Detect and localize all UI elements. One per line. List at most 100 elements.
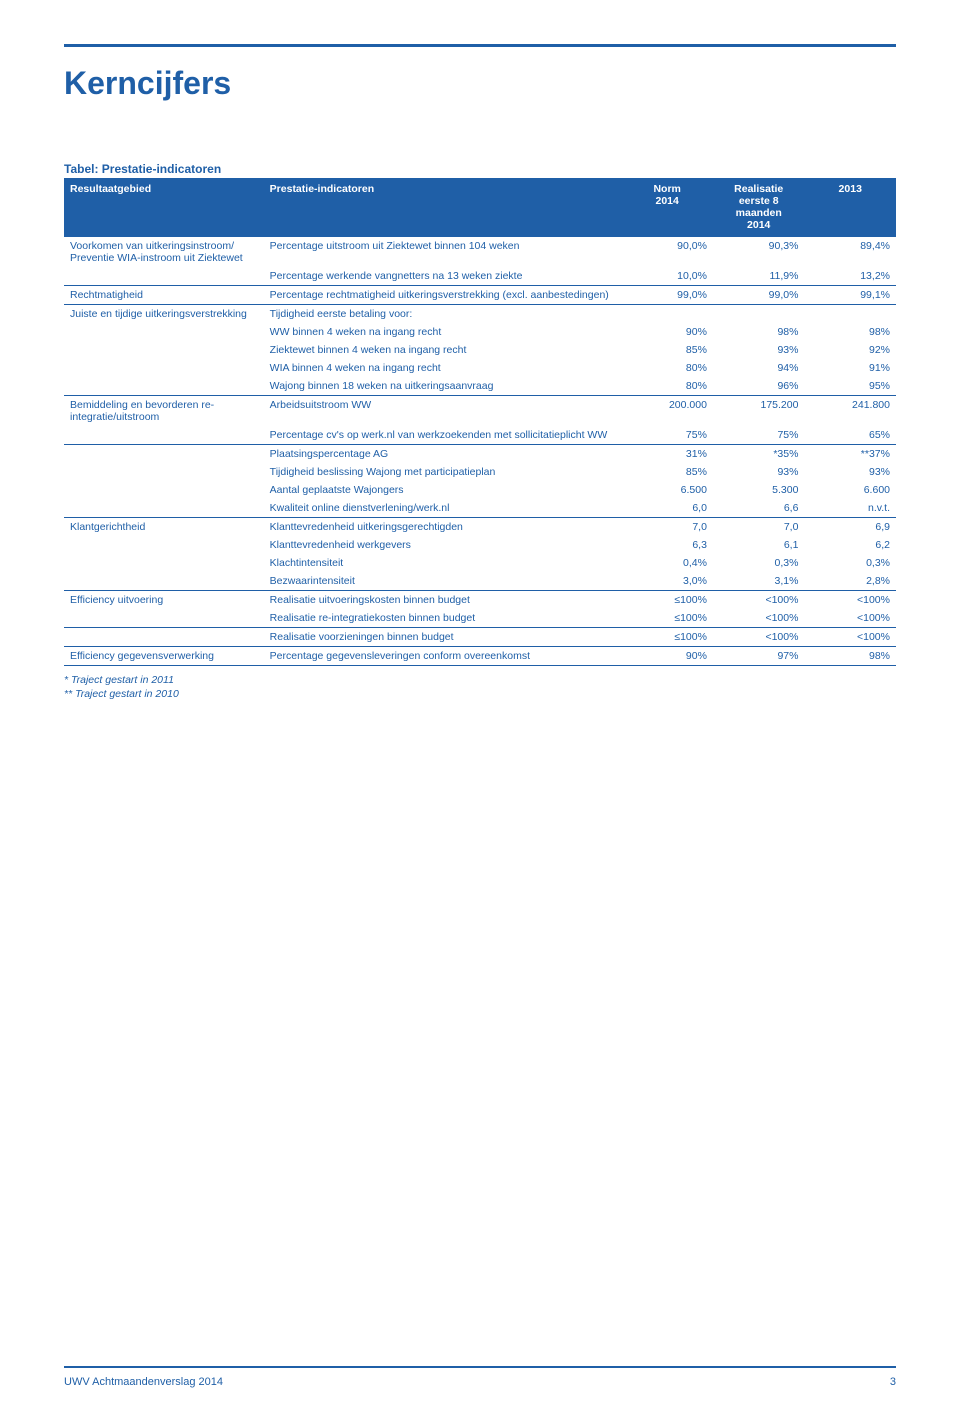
cell-real: 90,3% [713,237,805,268]
table-row: Bezwaarintensiteit3,0%3,1%2,8% [64,572,896,591]
footnotes: * Traject gestart in 2011 ** Traject ges… [64,674,896,700]
cell-real: 93% [713,463,805,481]
cell-area [64,572,264,591]
cell-y13: 2,8% [804,572,896,591]
footnote-1: * Traject gestart in 2011 [64,674,896,686]
cell-area [64,463,264,481]
table-row-end [64,666,896,667]
cell-y13: 6,2 [804,536,896,554]
cell-y13: 0,3% [804,554,896,572]
cell-area [64,536,264,554]
cell-y13: 241.800 [804,396,896,427]
cell-indicator: Klanttevredenheid werkgevers [264,536,622,554]
cell-norm: 0,4% [621,554,713,572]
cell-norm: 80% [621,377,713,396]
cell-indicator: Aantal geplaatste Wajongers [264,481,622,499]
cell-area: Voorkomen van uitkeringsinstroom/ Preven… [64,237,264,268]
cell-indicator: Percentage rechtmatigheid uitkeringsvers… [264,286,622,305]
cell-norm: ≤100% [621,609,713,628]
cell-norm: ≤100% [621,628,713,647]
cell-y13: 6.600 [804,481,896,499]
th-2013-l1: 2013 [810,183,890,195]
table-row: Kwaliteit online dienstverlening/werk.nl… [64,499,896,518]
cell-indicator: Percentage cv's op werk.nl van werkzoeke… [264,426,622,445]
cell-y13: <100% [804,591,896,610]
page: Kerncijfers Tabel: Prestatie-indicatoren… [0,0,960,1416]
cell-real: *35% [713,445,805,464]
table-row: WIA binnen 4 weken na ingang recht80%94%… [64,359,896,377]
cell-real: 96% [713,377,805,396]
table-row: Klanttevredenheid werkgevers6,36,16,2 [64,536,896,554]
th-real-l3: maanden [719,207,799,219]
cell-indicator: WW binnen 4 weken na ingang recht [264,323,622,341]
table-row: Klachtintensiteit0,4%0,3%0,3% [64,554,896,572]
cell-area: Klantgerichtheid [64,518,264,537]
cell-real: 5.300 [713,481,805,499]
cell-real: <100% [713,609,805,628]
cell-indicator: Realisatie uitvoeringskosten binnen budg… [264,591,622,610]
cell-real: 99,0% [713,286,805,305]
table-row: RechtmatigheidPercentage rechtmatigheid … [64,286,896,305]
cell-y13: 65% [804,426,896,445]
cell-real: 175.200 [713,396,805,427]
cell-y13: 99,1% [804,286,896,305]
cell-norm [621,305,713,324]
cell-norm: 90% [621,323,713,341]
th-2013: 2013 [804,178,896,237]
cell-norm: 3,0% [621,572,713,591]
cell-indicator: Realisatie voorzieningen binnen budget [264,628,622,647]
cell-area [64,445,264,464]
th-realisatie: Realisatie eerste 8 maanden 2014 [713,178,805,237]
cell-norm: 200.000 [621,396,713,427]
table-body: Voorkomen van uitkeringsinstroom/ Preven… [64,237,896,667]
cell-area [64,481,264,499]
cell-indicator: Bezwaarintensiteit [264,572,622,591]
th-norm-l1: Norm [627,183,707,195]
table-row: Efficiency gegevensverwerkingPercentage … [64,647,896,666]
cell-y13: 89,4% [804,237,896,268]
table-row: WW binnen 4 weken na ingang recht90%98%9… [64,323,896,341]
cell-area [64,341,264,359]
cell-norm: 6,0 [621,499,713,518]
cell-real: 93% [713,341,805,359]
cell-area: Juiste en tijdige uitkeringsverstrekking [64,305,264,324]
cell-real: 11,9% [713,267,805,286]
footnote-2: ** Traject gestart in 2010 [64,688,896,700]
cell-norm: 90,0% [621,237,713,268]
cell-area: Bemiddeling en bevorderen re-integratie/… [64,396,264,427]
cell-norm: 7,0 [621,518,713,537]
cell-real: 7,0 [713,518,805,537]
cell-y13: 92% [804,341,896,359]
cell-area [64,377,264,396]
cell-real: <100% [713,628,805,647]
cell-area [64,554,264,572]
cell-area [64,609,264,628]
header-rule [64,44,896,47]
indicators-table: Resultaatgebied Prestatie-indicatoren No… [64,178,896,666]
cell-area: Efficiency gegevensverwerking [64,647,264,666]
th-real-l2: eerste 8 [719,195,799,207]
table-row: Bemiddeling en bevorderen re-integratie/… [64,396,896,427]
table-row: Percentage cv's op werk.nl van werkzoeke… [64,426,896,445]
th-area: Resultaatgebied [64,178,264,237]
cell-area [64,628,264,647]
cell-real: 97% [713,647,805,666]
page-footer: UWV Achtmaandenverslag 2014 3 [64,1366,896,1388]
cell-y13: 13,2% [804,267,896,286]
table-row: Efficiency uitvoeringRealisatie uitvoeri… [64,591,896,610]
cell-y13: n.v.t. [804,499,896,518]
cell-y13: <100% [804,628,896,647]
table-header-row: Resultaatgebied Prestatie-indicatoren No… [64,178,896,237]
table-row: Voorkomen van uitkeringsinstroom/ Preven… [64,237,896,268]
cell-indicator: Percentage uitstroom uit Ziektewet binne… [264,237,622,268]
cell-norm: ≤100% [621,591,713,610]
cell-real: 6,1 [713,536,805,554]
cell-indicator: Percentage gegevensleveringen conform ov… [264,647,622,666]
cell-real [713,305,805,324]
cell-norm: 10,0% [621,267,713,286]
cell-area [64,323,264,341]
cell-area [64,499,264,518]
cell-indicator: Ziektewet binnen 4 weken na ingang recht [264,341,622,359]
table-row: Realisatie re-integratiekosten binnen bu… [64,609,896,628]
cell-indicator: Tijdigheid eerste betaling voor: [264,305,622,324]
